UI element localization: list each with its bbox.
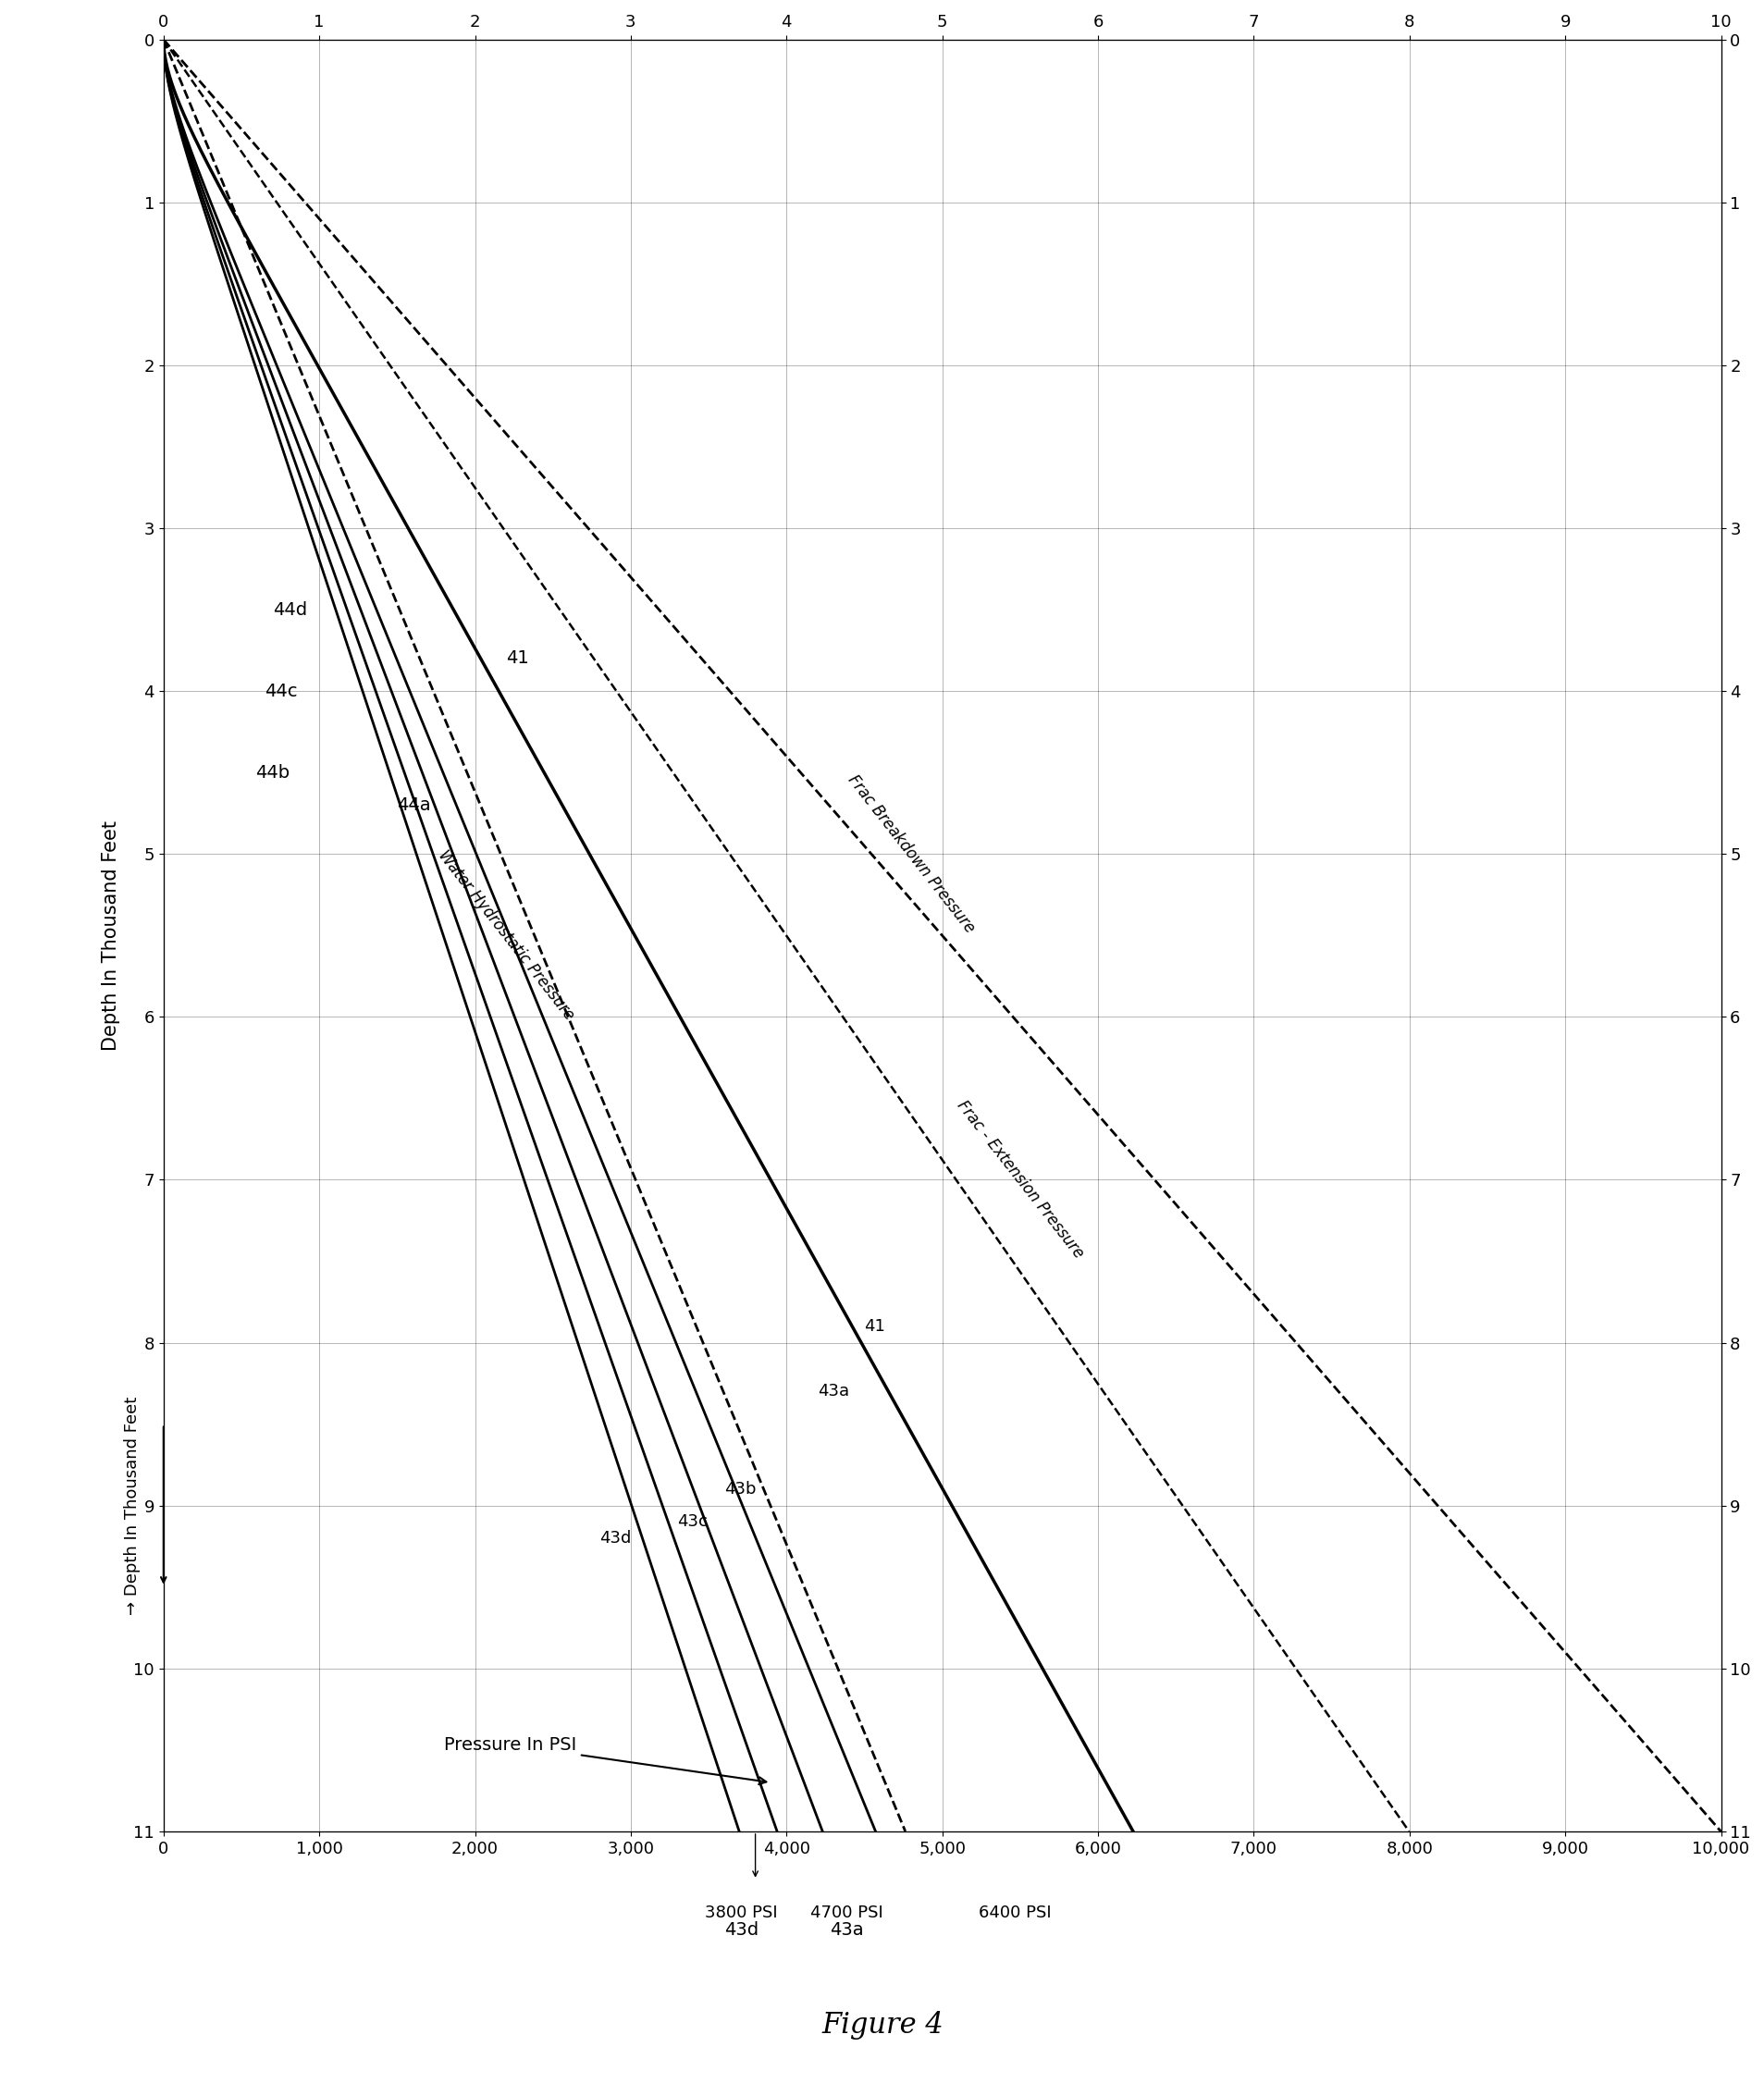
- Text: Pressure In PSI: Pressure In PSI: [443, 1735, 766, 1784]
- Text: 43a: 43a: [817, 1383, 848, 1400]
- Text: 44a: 44a: [397, 796, 430, 813]
- Text: 44d: 44d: [272, 602, 307, 618]
- Text: 41: 41: [506, 650, 529, 667]
- Text: Water Hydrostatic Pressure: Water Hydrostatic Pressure: [434, 847, 577, 1023]
- Text: → Depth In Thousand Feet: → Depth In Thousand Feet: [123, 1396, 141, 1614]
- Text: Frac - Extension Pressure: Frac - Extension Pressure: [953, 1098, 1087, 1262]
- Text: Frac Breakdown Pressure: Frac Breakdown Pressure: [843, 771, 977, 937]
- Text: 44b: 44b: [256, 763, 289, 782]
- Text: 43a: 43a: [829, 1920, 864, 1939]
- Text: 43c: 43c: [677, 1513, 707, 1530]
- Text: Figure 4: Figure 4: [820, 2010, 944, 2039]
- Text: 4700 PSI: 4700 PSI: [810, 1905, 884, 1922]
- Text: 43b: 43b: [723, 1482, 755, 1499]
- Text: 41: 41: [864, 1318, 886, 1335]
- Text: 3800 PSI: 3800 PSI: [704, 1905, 778, 1922]
- Text: 44c: 44c: [265, 683, 298, 700]
- Text: 43d: 43d: [723, 1920, 759, 1939]
- Text: 6400 PSI: 6400 PSI: [977, 1905, 1051, 1922]
- Text: 43d: 43d: [600, 1530, 632, 1547]
- Y-axis label: Depth In Thousand Feet: Depth In Thousand Feet: [102, 820, 120, 1050]
